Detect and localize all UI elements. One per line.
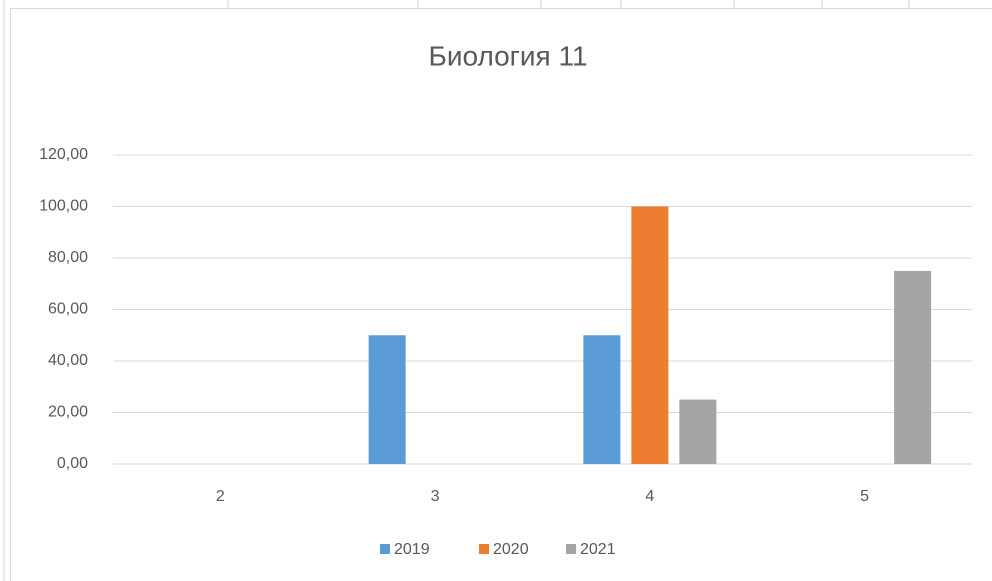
bar (894, 270, 932, 464)
x-tick-label: 5 (860, 488, 869, 505)
chart-area (10, 8, 992, 581)
legend-label: 2021 (580, 541, 616, 558)
legend-label: 2020 (493, 541, 529, 558)
bar (631, 206, 669, 464)
y-tick-label: 80,00 (48, 249, 88, 266)
spreadsheet-background (3, 0, 910, 581)
legend-swatch (479, 544, 489, 554)
y-tick-label: 0,00 (57, 455, 88, 472)
legend-label: 2019 (394, 541, 430, 558)
bar (583, 335, 621, 464)
x-tick-label: 4 (645, 488, 654, 505)
y-tick-label: 20,00 (48, 404, 88, 421)
bar (679, 399, 717, 464)
bar (368, 335, 406, 464)
x-tick-label: 2 (216, 488, 225, 505)
y-tick-label: 40,00 (48, 352, 88, 369)
y-tick-label: 100,00 (39, 198, 88, 215)
legend-swatch (380, 544, 390, 554)
y-tick-label: 60,00 (48, 301, 88, 318)
legend-swatch (566, 544, 576, 554)
chart-title: Биология 11 (428, 40, 587, 71)
y-tick-label: 120,00 (39, 146, 88, 163)
x-tick-label: 3 (431, 488, 440, 505)
